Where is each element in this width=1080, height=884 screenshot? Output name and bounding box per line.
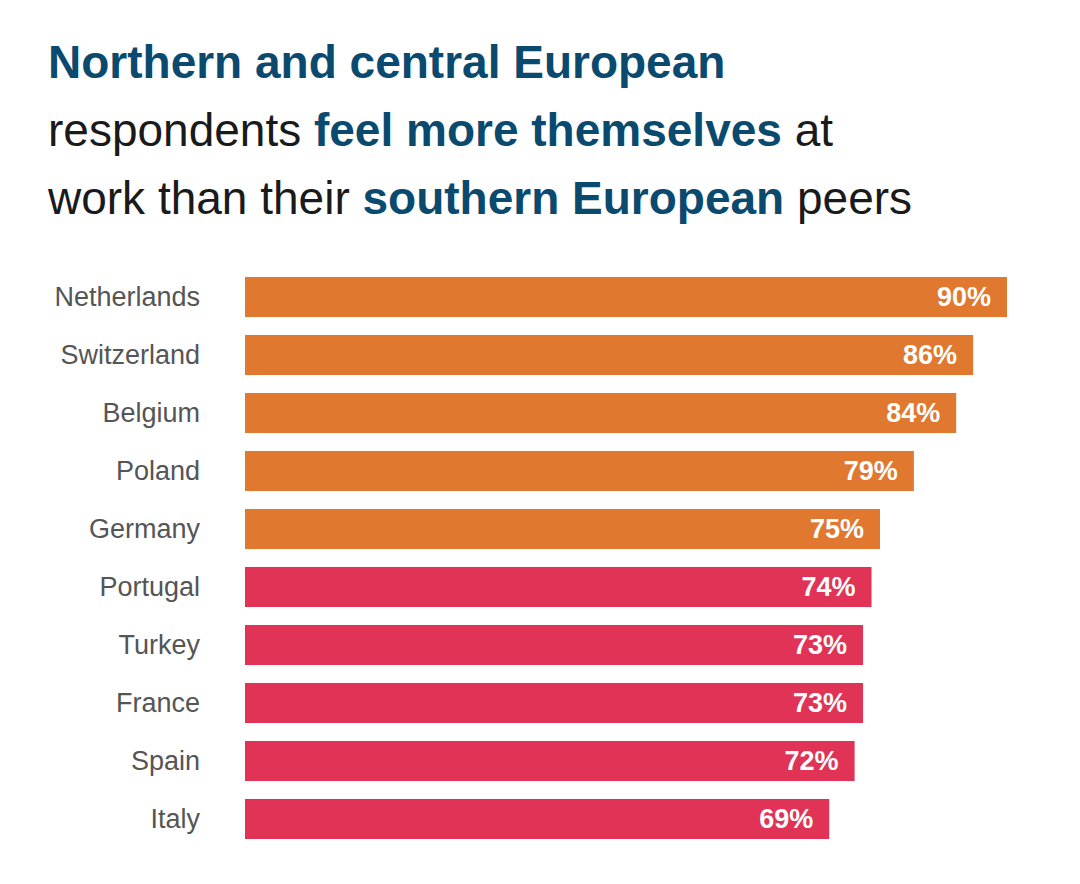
data-label: 74%	[801, 572, 855, 602]
title-run: more	[393, 104, 518, 156]
y-tick-label: France	[116, 688, 200, 718]
title-run: peers	[784, 172, 912, 224]
title-run: work	[47, 172, 146, 224]
y-tick-label: Italy	[150, 804, 200, 834]
title-run: central	[337, 36, 501, 88]
data-label: 69%	[759, 804, 813, 834]
bar	[245, 335, 973, 375]
y-tick-label: Portugal	[99, 572, 200, 602]
title-run: respondents	[48, 104, 301, 156]
y-tick: Spain	[131, 746, 200, 776]
bar	[245, 799, 829, 839]
bar	[245, 393, 956, 433]
title-run: and	[242, 36, 337, 88]
y-axis: Netherlands Switzerland Belgium Poland Germa…	[54, 282, 200, 834]
title-run: themselves	[519, 104, 782, 156]
y-tick: France	[116, 688, 200, 718]
title-run: Northern	[48, 36, 242, 88]
title-run: than	[145, 172, 247, 224]
bar	[245, 277, 1007, 317]
title-run: at	[782, 104, 833, 156]
title-run: European	[559, 172, 784, 224]
y-tick: Germany	[89, 514, 201, 544]
title: Northern and central European respondents…	[47, 36, 912, 224]
data-label: 73%	[793, 688, 847, 718]
bar	[245, 741, 855, 781]
data-label: 75%	[810, 514, 864, 544]
data-label: 90%	[937, 282, 991, 312]
bar	[245, 683, 863, 723]
data-label: 79%	[844, 456, 898, 486]
y-tick: Belgium	[102, 398, 200, 428]
bar	[245, 567, 872, 607]
y-tick-label: Poland	[116, 456, 200, 486]
y-tick-label: Spain	[131, 746, 200, 776]
bar	[245, 451, 914, 491]
y-tick-label: Switzerland	[60, 340, 200, 370]
bar	[245, 509, 880, 549]
y-tick: Switzerland	[60, 340, 200, 370]
data-label: 84%	[886, 398, 940, 428]
bars	[245, 277, 1007, 839]
y-tick: Netherlands	[54, 282, 200, 312]
y-tick: Poland	[116, 456, 200, 486]
y-tick-label: Belgium	[102, 398, 200, 428]
title-run: their	[247, 172, 349, 224]
y-tick: Turkey	[118, 630, 200, 660]
y-tick: Portugal	[99, 572, 200, 602]
data-label: 72%	[785, 746, 839, 776]
title-run: southern	[350, 172, 560, 224]
data-label: 73%	[793, 630, 847, 660]
y-tick-label: Germany	[89, 514, 201, 544]
bar	[245, 625, 863, 665]
title-run: feel	[301, 104, 393, 156]
title-run: European	[500, 36, 725, 88]
y-tick: Italy	[150, 804, 200, 834]
y-tick-label: Netherlands	[54, 282, 200, 312]
chart: Northern and central European respondents…	[0, 0, 1080, 884]
y-tick-label: Turkey	[118, 630, 200, 660]
data-labels: 90% 86% 84% 79% 75% 74% 73% 73% 72% 69%	[759, 282, 991, 834]
data-label: 86%	[903, 340, 957, 370]
